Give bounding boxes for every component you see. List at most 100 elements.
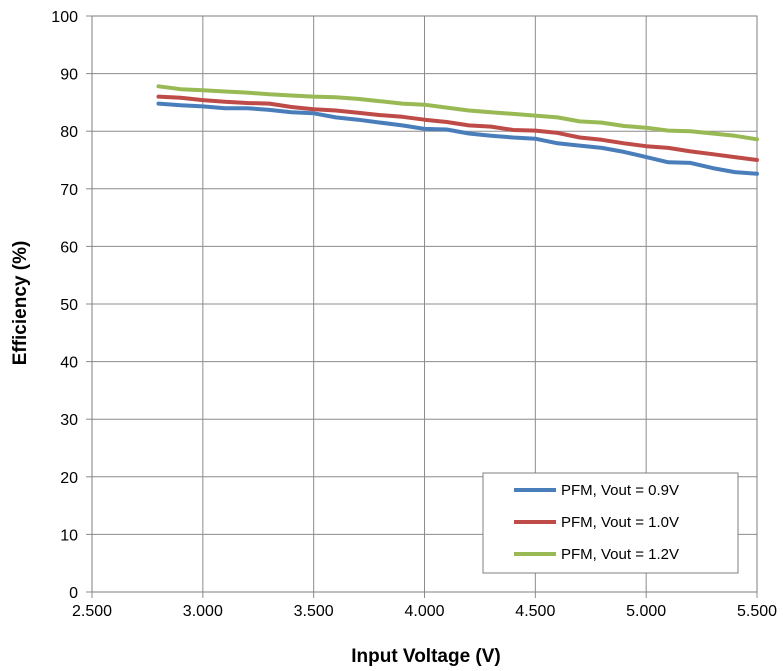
data-point <box>356 97 360 101</box>
data-point <box>179 96 183 100</box>
y-tick-label: 100 <box>51 9 78 26</box>
data-point <box>711 132 715 135</box>
series-1 <box>156 101 759 176</box>
data-point <box>290 105 293 109</box>
data-point <box>711 166 715 170</box>
data-point <box>334 95 338 99</box>
data-point <box>423 127 426 131</box>
data-point <box>689 161 692 165</box>
data-point <box>201 104 205 108</box>
data-point <box>511 128 515 132</box>
data-point <box>644 126 648 130</box>
data-point <box>445 106 449 110</box>
data-point <box>578 144 582 148</box>
data-point <box>556 115 559 119</box>
series-line <box>156 94 759 162</box>
y-tick-label: 50 <box>60 297 78 314</box>
x-tick-label: 3.000 <box>183 603 223 620</box>
series-line <box>156 84 759 142</box>
data-point <box>666 129 670 133</box>
data-point <box>157 95 160 99</box>
x-tick-label: 2.500 <box>72 603 112 620</box>
data-point <box>201 88 205 92</box>
data-point <box>489 125 493 129</box>
data-point <box>445 120 449 124</box>
data-point <box>644 144 648 148</box>
y-tick-label: 70 <box>60 182 78 199</box>
data-point <box>733 155 737 159</box>
data-point <box>644 155 648 159</box>
legend-label: PFM, Vout = 1.0V <box>561 514 679 531</box>
data-point <box>578 119 582 123</box>
data-point <box>223 100 227 104</box>
data-point <box>467 132 471 135</box>
data-point <box>378 121 382 125</box>
data-point <box>334 109 338 112</box>
data-point <box>622 150 626 154</box>
data-point <box>245 101 249 105</box>
data-point <box>489 110 493 114</box>
data-point <box>267 102 271 106</box>
data-point <box>666 146 670 150</box>
data-point <box>578 136 582 139</box>
data-point <box>157 102 160 106</box>
data-point <box>312 107 316 111</box>
data-point <box>290 94 293 97</box>
data-point <box>423 118 426 122</box>
y-tick-label: 20 <box>60 470 78 487</box>
data-point <box>312 95 316 99</box>
y-tick-label: 90 <box>60 67 78 84</box>
data-point <box>511 112 515 116</box>
data-point <box>733 134 737 138</box>
x-tick-label: 4.500 <box>515 603 555 620</box>
data-point <box>467 109 471 112</box>
legend: PFM, Vout = 0.9V PFM, Vout = 1.0V PFM, Vou… <box>482 472 739 574</box>
plot-area-frame <box>91 15 758 593</box>
data-point <box>755 158 759 162</box>
series-3 <box>156 84 759 142</box>
legend-label: PFM, Vout = 0.9V <box>561 482 679 499</box>
data-point <box>157 84 160 88</box>
data-point <box>356 118 360 122</box>
data-point <box>556 131 559 135</box>
data-point <box>267 92 271 96</box>
x-tick-label: 3.500 <box>294 603 334 620</box>
data-point <box>689 129 692 133</box>
data-point <box>245 106 249 110</box>
x-tick-label: 4.000 <box>404 603 444 620</box>
data-point <box>755 172 759 176</box>
data-point <box>290 110 293 114</box>
data-point <box>423 103 426 107</box>
y-axis-tick-labels: 0 10 20 30 40 50 60 70 80 90 100 <box>51 9 78 602</box>
data-point <box>755 137 759 141</box>
data-point <box>267 108 271 112</box>
data-point <box>223 106 227 110</box>
data-point <box>533 114 537 118</box>
series-line <box>156 101 759 176</box>
data-point <box>179 103 183 107</box>
x-axis-title: Input Voltage (V) <box>351 646 501 667</box>
y-axis-title: Efficiency (%) <box>10 241 31 366</box>
data-point <box>622 141 626 145</box>
data-point <box>533 129 537 133</box>
series-2 <box>156 94 759 162</box>
y-tick-label: 10 <box>60 527 78 544</box>
data-point <box>600 138 604 142</box>
data-point <box>334 115 338 119</box>
data-point <box>600 146 604 150</box>
data-point <box>600 121 604 125</box>
data-point <box>378 113 382 117</box>
y-tick-label: 60 <box>60 239 78 256</box>
data-point <box>312 111 316 115</box>
data-point <box>533 137 537 141</box>
data-point <box>467 123 471 127</box>
y-tick-label: 30 <box>60 412 78 429</box>
data-point <box>378 99 382 103</box>
y-tick-label: 40 <box>60 355 78 372</box>
x-tick-label: 5.500 <box>737 603 777 620</box>
data-point <box>179 87 183 91</box>
data-point <box>622 124 626 128</box>
data-point <box>511 136 515 139</box>
data-point <box>356 111 360 115</box>
data-point <box>245 91 249 95</box>
